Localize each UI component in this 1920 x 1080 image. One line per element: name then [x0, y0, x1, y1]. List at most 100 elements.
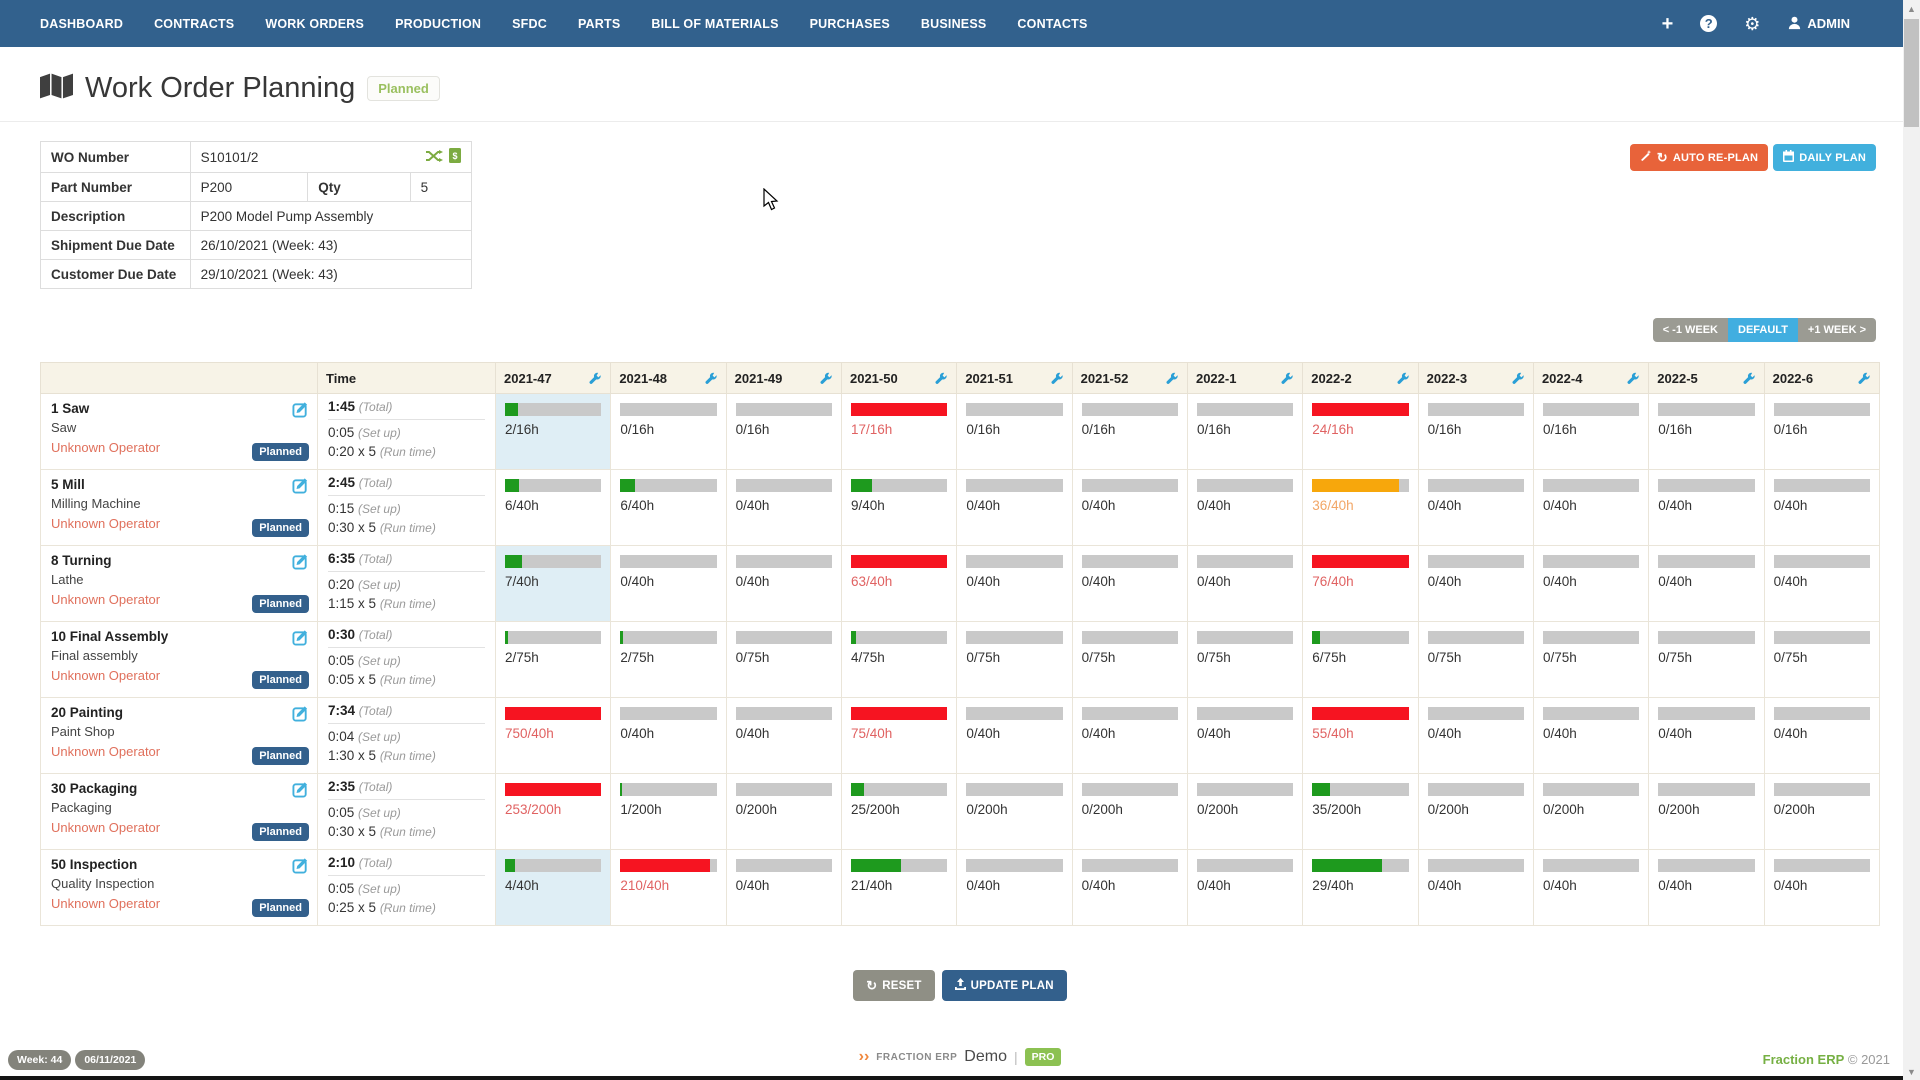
- plan-cell-2022-4[interactable]: 0/40h: [1532, 697, 1650, 774]
- capacity-wrench-icon[interactable]: [1166, 372, 1179, 385]
- daily-plan-button[interactable]: DAILY PLAN: [1773, 144, 1876, 171]
- admin-menu[interactable]: ADMIN: [1787, 15, 1850, 33]
- edit-icon[interactable]: [292, 781, 309, 803]
- plan-cell-2021-48[interactable]: 1/200h: [610, 773, 727, 850]
- plan-cell-2022-4[interactable]: 0/40h: [1532, 545, 1650, 622]
- help-icon[interactable]: ?: [1700, 15, 1718, 32]
- plan-cell-2022-6[interactable]: 0/16h: [1763, 393, 1881, 470]
- plan-cell-2022-1[interactable]: 0/40h: [1186, 697, 1304, 774]
- operator-link[interactable]: Unknown Operator: [51, 896, 161, 911]
- plan-cell-2021-49[interactable]: 0/40h: [725, 469, 842, 546]
- plan-cell-2021-48[interactable]: 0/40h: [610, 545, 727, 622]
- plan-cell-2021-49[interactable]: 0/200h: [725, 773, 842, 850]
- plan-cell-2022-6[interactable]: 0/75h: [1763, 621, 1881, 698]
- plan-cell-2022-6[interactable]: 0/40h: [1763, 849, 1881, 926]
- plan-cell-2021-51[interactable]: 0/40h: [956, 545, 1073, 622]
- plan-cell-2021-52[interactable]: 0/75h: [1071, 621, 1188, 698]
- plan-cell-2021-47[interactable]: 6/40h: [494, 469, 612, 546]
- plan-cell-2022-2[interactable]: 76/40h: [1302, 545, 1419, 622]
- operator-link[interactable]: Unknown Operator: [51, 440, 161, 455]
- plan-cell-2022-5[interactable]: 0/40h: [1648, 545, 1765, 622]
- plan-cell-2022-5[interactable]: 0/200h: [1648, 773, 1765, 850]
- edit-icon[interactable]: [292, 401, 309, 423]
- plan-cell-2022-4[interactable]: 0/200h: [1532, 773, 1650, 850]
- plan-cell-2021-51[interactable]: 0/200h: [956, 773, 1073, 850]
- plan-cell-2022-1[interactable]: 0/40h: [1186, 545, 1304, 622]
- plan-cell-2021-48[interactable]: 210/40h: [610, 849, 727, 926]
- edit-icon[interactable]: [292, 553, 309, 575]
- plan-cell-2021-51[interactable]: 0/16h: [956, 393, 1073, 470]
- capacity-wrench-icon[interactable]: [1281, 372, 1294, 385]
- operator-link[interactable]: Unknown Operator: [51, 668, 161, 683]
- auto-replan-button[interactable]: ↻ AUTO RE-PLAN: [1629, 144, 1769, 171]
- plan-cell-2021-49[interactable]: 0/40h: [725, 697, 842, 774]
- plan-cell-2021-51[interactable]: 0/40h: [956, 697, 1073, 774]
- capacity-wrench-icon[interactable]: [1051, 372, 1064, 385]
- capacity-wrench-icon[interactable]: [589, 372, 602, 385]
- nav-item-contacts[interactable]: CONTACTS: [1017, 16, 1088, 31]
- plan-cell-2022-2[interactable]: 36/40h: [1302, 469, 1419, 546]
- operator-link[interactable]: Unknown Operator: [51, 516, 161, 531]
- plan-cell-2022-1[interactable]: 0/16h: [1186, 393, 1304, 470]
- plan-cell-2021-49[interactable]: 0/16h: [725, 393, 842, 470]
- capacity-wrench-icon[interactable]: [1858, 372, 1871, 385]
- plan-cell-2022-2[interactable]: 35/200h: [1302, 773, 1419, 850]
- operator-link[interactable]: Unknown Operator: [51, 820, 161, 835]
- nav-item-production[interactable]: PRODUCTION: [395, 16, 482, 31]
- plan-cell-2022-3[interactable]: 0/16h: [1417, 393, 1534, 470]
- plan-cell-2021-52[interactable]: 0/40h: [1071, 469, 1188, 546]
- default-week-button[interactable]: DEFAULT: [1728, 318, 1798, 342]
- operator-link[interactable]: Unknown Operator: [51, 744, 161, 759]
- plan-cell-2022-6[interactable]: 0/200h: [1763, 773, 1881, 850]
- plan-cell-2021-47[interactable]: 750/40h: [494, 697, 612, 774]
- plan-cell-2022-5[interactable]: 0/16h: [1648, 393, 1765, 470]
- plan-cell-2022-4[interactable]: 0/40h: [1532, 849, 1650, 926]
- plan-cell-2021-50[interactable]: 17/16h: [840, 393, 958, 470]
- plan-cell-2021-50[interactable]: 75/40h: [840, 697, 958, 774]
- nav-item-work-orders[interactable]: WORK ORDERS: [265, 16, 365, 31]
- plan-cell-2022-3[interactable]: 0/40h: [1417, 469, 1534, 546]
- plan-cell-2021-48[interactable]: 6/40h: [610, 469, 727, 546]
- plan-cell-2022-3[interactable]: 0/40h: [1417, 545, 1534, 622]
- nav-item-purchases[interactable]: PURCHASES: [809, 16, 890, 31]
- plan-cell-2021-47[interactable]: 2/75h: [494, 621, 612, 698]
- plan-cell-2022-2[interactable]: 55/40h: [1302, 697, 1419, 774]
- nav-item-dashboard[interactable]: DASHBOARD: [40, 16, 124, 31]
- plan-cell-2022-6[interactable]: 0/40h: [1763, 697, 1881, 774]
- gear-icon[interactable]: ⚙: [1744, 13, 1761, 34]
- plan-cell-2021-48[interactable]: 2/75h: [610, 621, 727, 698]
- plan-cell-2021-49[interactable]: 0/40h: [725, 545, 842, 622]
- plan-cell-2022-6[interactable]: 0/40h: [1763, 545, 1881, 622]
- invoice-icon[interactable]: $: [449, 148, 461, 166]
- plan-cell-2022-2[interactable]: 29/40h: [1302, 849, 1419, 926]
- plan-cell-2021-48[interactable]: 0/40h: [610, 697, 727, 774]
- plan-cell-2021-49[interactable]: 0/75h: [725, 621, 842, 698]
- plan-cell-2021-50[interactable]: 4/75h: [840, 621, 958, 698]
- plan-cell-2021-47[interactable]: 253/200h: [494, 773, 612, 850]
- plan-cell-2021-49[interactable]: 0/40h: [725, 849, 842, 926]
- capacity-wrench-icon[interactable]: [1397, 372, 1410, 385]
- plan-cell-2021-51[interactable]: 0/75h: [956, 621, 1073, 698]
- plan-cell-2021-52[interactable]: 0/40h: [1071, 697, 1188, 774]
- plan-cell-2022-3[interactable]: 0/200h: [1417, 773, 1534, 850]
- reset-button[interactable]: ↻ RESET: [853, 970, 935, 1001]
- shuffle-icon[interactable]: [425, 149, 443, 166]
- capacity-wrench-icon[interactable]: [705, 372, 718, 385]
- plan-cell-2021-50[interactable]: 21/40h: [840, 849, 958, 926]
- plan-cell-2021-50[interactable]: 9/40h: [840, 469, 958, 546]
- plan-cell-2021-47[interactable]: 2/16h: [494, 393, 612, 470]
- plan-cell-2022-1[interactable]: 0/40h: [1186, 469, 1304, 546]
- edit-icon[interactable]: [292, 629, 309, 651]
- capacity-wrench-icon[interactable]: [1743, 372, 1756, 385]
- edit-icon[interactable]: [292, 477, 309, 499]
- plan-cell-2021-52[interactable]: 0/16h: [1071, 393, 1188, 470]
- plan-cell-2022-2[interactable]: 24/16h: [1302, 393, 1419, 470]
- plan-cell-2022-3[interactable]: 0/40h: [1417, 697, 1534, 774]
- plan-cell-2022-5[interactable]: 0/75h: [1648, 621, 1765, 698]
- nav-item-contracts[interactable]: CONTRACTS: [154, 16, 235, 31]
- next-week-button[interactable]: +1 WEEK >: [1797, 318, 1876, 342]
- capacity-wrench-icon[interactable]: [820, 372, 833, 385]
- nav-item-bill-of-materials[interactable]: BILL OF MATERIALS: [651, 16, 779, 31]
- operator-link[interactable]: Unknown Operator: [51, 592, 161, 607]
- plan-cell-2021-52[interactable]: 0/200h: [1071, 773, 1188, 850]
